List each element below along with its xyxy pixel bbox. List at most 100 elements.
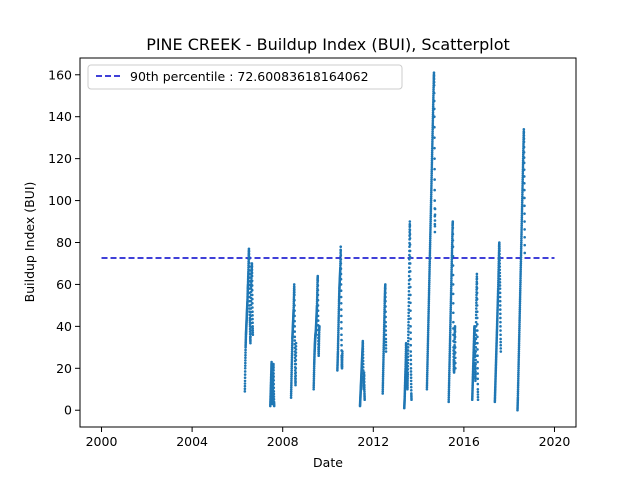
data-point — [337, 320, 340, 324]
data-point — [517, 348, 521, 351]
data-point — [409, 389, 413, 392]
data-point — [315, 295, 319, 299]
data-point — [290, 350, 294, 353]
data-point — [476, 354, 479, 358]
data-point — [498, 268, 502, 272]
data-point — [315, 313, 318, 317]
data-point — [361, 359, 365, 363]
data-point — [427, 281, 431, 284]
data-point — [447, 375, 451, 378]
data-point — [363, 385, 366, 389]
data-point — [271, 374, 275, 377]
data-point — [245, 305, 249, 308]
data-point — [317, 352, 321, 355]
data-point — [317, 331, 321, 334]
data-point — [317, 354, 320, 358]
data-point — [450, 247, 454, 251]
data-point — [519, 253, 523, 257]
data-point — [384, 291, 387, 295]
data-point — [318, 326, 321, 329]
data-point — [474, 320, 478, 324]
data-point — [409, 337, 412, 341]
data-point — [316, 298, 320, 302]
data-point — [426, 360, 429, 364]
data-point — [426, 352, 430, 355]
data-point — [430, 184, 433, 188]
data-point — [430, 176, 433, 179]
data-point — [430, 169, 434, 173]
data-point — [407, 327, 410, 330]
data-point — [520, 230, 523, 234]
data-point — [361, 344, 365, 348]
data-point — [271, 390, 275, 393]
data-point — [250, 274, 253, 278]
data-point — [449, 325, 452, 328]
data-point — [496, 288, 500, 292]
data-point — [290, 364, 294, 368]
data-point — [407, 320, 410, 324]
data-point — [450, 281, 453, 284]
data-point — [244, 359, 247, 362]
data-point — [247, 261, 251, 265]
data-point — [498, 271, 502, 275]
data-point — [382, 322, 386, 326]
data-point — [340, 314, 343, 318]
data-point — [449, 327, 452, 330]
data-point — [409, 317, 412, 320]
data-point — [428, 255, 432, 259]
data-point — [474, 370, 477, 373]
data-point — [363, 396, 366, 400]
data-point — [431, 117, 435, 121]
data-point — [425, 383, 429, 387]
data-point — [406, 361, 410, 365]
data-point — [522, 168, 526, 171]
data-point — [429, 216, 433, 219]
data-point — [517, 362, 520, 366]
data-point — [408, 224, 412, 228]
data-point — [249, 310, 253, 314]
data-point — [516, 385, 520, 389]
data-point — [521, 195, 524, 198]
data-point — [447, 379, 451, 383]
data-point — [520, 226, 523, 230]
data-point — [312, 369, 316, 372]
data-point — [340, 333, 343, 337]
data-point — [449, 308, 453, 311]
data-point — [427, 287, 431, 290]
data-point — [426, 335, 430, 339]
data-point — [447, 390, 451, 393]
data-point — [429, 195, 433, 198]
data-point — [409, 277, 412, 281]
data-point — [426, 356, 429, 360]
data-point — [430, 159, 434, 163]
data-point — [336, 343, 340, 347]
data-point — [523, 212, 526, 215]
data-point — [409, 367, 413, 370]
data-point — [251, 325, 254, 328]
data-point — [517, 354, 521, 358]
data-point — [517, 364, 520, 368]
data-point — [432, 74, 436, 78]
data-point — [431, 127, 434, 131]
data-point — [451, 226, 455, 230]
data-point — [384, 347, 388, 350]
data-point — [450, 278, 453, 282]
data-point — [454, 361, 457, 365]
data-point — [428, 262, 432, 265]
data-point — [290, 367, 294, 370]
data-point — [518, 304, 522, 307]
data-point — [447, 381, 451, 385]
data-point — [313, 347, 317, 350]
data-point — [431, 123, 435, 127]
data-point — [360, 372, 363, 375]
data-point — [336, 341, 340, 345]
data-point — [519, 249, 523, 253]
data-point — [244, 356, 247, 360]
data-point — [363, 390, 366, 393]
data-point — [475, 272, 479, 276]
data-point — [521, 172, 525, 175]
data-point — [317, 333, 321, 337]
data-point — [428, 276, 431, 280]
data-point — [474, 358, 477, 362]
